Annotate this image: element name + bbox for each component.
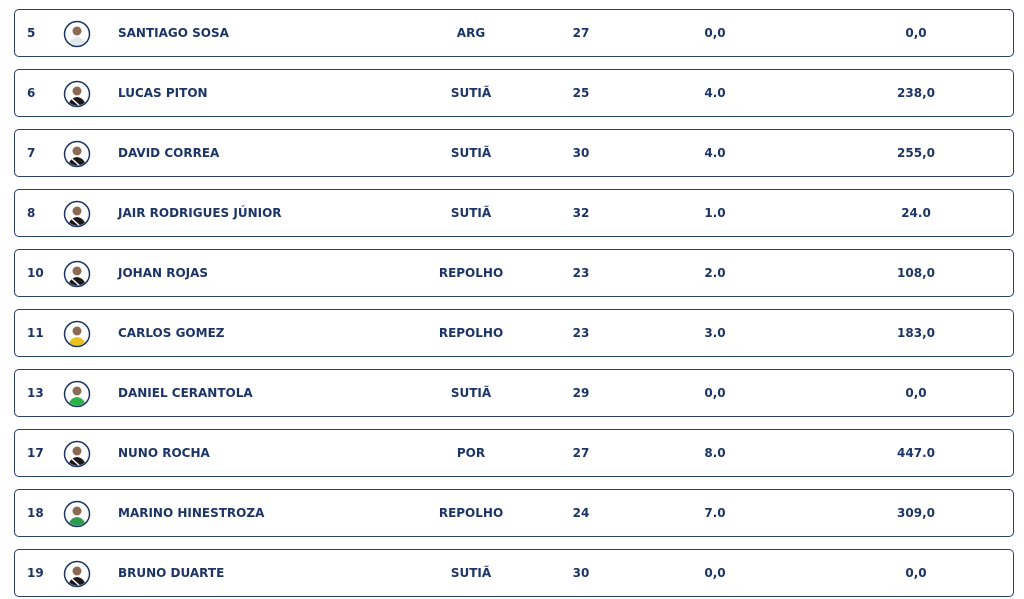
nationality: SUTIÃ bbox=[450, 146, 492, 160]
points: 0,0 bbox=[905, 386, 927, 400]
player-name: DAVID CORREA bbox=[118, 146, 220, 160]
points: 0,0 bbox=[905, 26, 927, 40]
age: 23 bbox=[572, 326, 590, 340]
shirt-number: 17 bbox=[27, 446, 44, 460]
player-avatar bbox=[63, 80, 91, 108]
stat: 0,0 bbox=[704, 386, 726, 400]
player-avatar bbox=[63, 20, 91, 48]
player-avatar bbox=[63, 500, 91, 528]
stat: 2.0 bbox=[704, 266, 726, 280]
player-name: JOHAN ROJAS bbox=[118, 266, 209, 280]
player-avatar bbox=[63, 560, 91, 588]
age: 30 bbox=[572, 146, 590, 160]
shirt-number: 13 bbox=[27, 386, 44, 400]
player-name: MARINO HINESTROZA bbox=[118, 506, 265, 520]
age: 29 bbox=[572, 386, 590, 400]
player-row[interactable]: 5 SANTIAGO SOSA ARG 27 0,0 0,0 bbox=[14, 9, 1014, 57]
player-row[interactable]: 18 MARINO HINESTROZA REPOLHO 24 7.0 309,0 bbox=[14, 489, 1014, 537]
player-row[interactable]: 6 LUCAS PITON SUTIÃ 25 4.0 238,0 bbox=[14, 69, 1014, 117]
player-row[interactable]: 17 NUNO ROCHA POR 27 8.0 447.0 bbox=[14, 429, 1014, 477]
points: 183,0 bbox=[897, 326, 935, 340]
shirt-number: 7 bbox=[27, 146, 36, 160]
stat: 1.0 bbox=[704, 206, 726, 220]
player-name: JAIR RODRIGUES JÚNIOR bbox=[118, 206, 282, 220]
points: 447.0 bbox=[897, 446, 935, 460]
player-row[interactable]: 19 BRUNO DUARTE SUTIÃ 30 0,0 0,0 bbox=[14, 549, 1014, 597]
player-avatar bbox=[63, 200, 91, 228]
nationality: REPOLHO bbox=[438, 266, 504, 280]
player-name: NUNO ROCHA bbox=[118, 446, 210, 460]
player-avatar bbox=[63, 260, 91, 288]
age: 23 bbox=[572, 266, 590, 280]
shirt-number: 6 bbox=[27, 86, 36, 100]
points: 0,0 bbox=[905, 566, 927, 580]
stat: 0,0 bbox=[704, 566, 726, 580]
nationality: SUTIÃ bbox=[450, 206, 492, 220]
shirt-number: 8 bbox=[27, 206, 36, 220]
player-avatar bbox=[63, 440, 91, 468]
player-row[interactable]: 7 DAVID CORREA SUTIÃ 30 4.0 255,0 bbox=[14, 129, 1014, 177]
stat: 0,0 bbox=[704, 26, 726, 40]
shirt-number: 10 bbox=[27, 266, 44, 280]
age: 30 bbox=[572, 566, 590, 580]
shirt-number: 18 bbox=[27, 506, 44, 520]
player-name: SANTIAGO SOSA bbox=[118, 26, 229, 40]
stat: 7.0 bbox=[704, 506, 726, 520]
points: 238,0 bbox=[897, 86, 935, 100]
age: 25 bbox=[572, 86, 590, 100]
player-name: BRUNO DUARTE bbox=[118, 566, 225, 580]
player-row[interactable]: 8 JAIR RODRIGUES JÚNIOR SUTIÃ 32 1.0 24.0 bbox=[14, 189, 1014, 237]
player-row[interactable]: 13 DANIEL CERANTOLA SUTIÃ 29 0,0 0,0 bbox=[14, 369, 1014, 417]
points: 255,0 bbox=[897, 146, 935, 160]
stat: 3.0 bbox=[704, 326, 726, 340]
age: 27 bbox=[572, 26, 590, 40]
nationality: SUTIÃ bbox=[450, 566, 492, 580]
player-name: DANIEL CERANTOLA bbox=[118, 386, 253, 400]
stat: 4.0 bbox=[704, 146, 726, 160]
age: 27 bbox=[572, 446, 590, 460]
player-name: LUCAS PITON bbox=[118, 86, 208, 100]
player-avatar bbox=[63, 320, 91, 348]
player-avatar bbox=[63, 140, 91, 168]
nationality: REPOLHO bbox=[438, 506, 504, 520]
player-name: CARLOS GOMEZ bbox=[118, 326, 225, 340]
nationality: SUTIÃ bbox=[450, 386, 492, 400]
age: 24 bbox=[572, 506, 590, 520]
nationality: SUTIÃ bbox=[450, 86, 492, 100]
shirt-number: 11 bbox=[27, 326, 44, 340]
shirt-number: 5 bbox=[27, 26, 36, 40]
stat: 4.0 bbox=[704, 86, 726, 100]
shirt-number: 19 bbox=[27, 566, 44, 580]
points: 108,0 bbox=[897, 266, 935, 280]
nationality: POR bbox=[456, 446, 486, 460]
player-row[interactable]: 11 CARLOS GOMEZ REPOLHO 23 3.0 183,0 bbox=[14, 309, 1014, 357]
player-row[interactable]: 10 JOHAN ROJAS REPOLHO 23 2.0 108,0 bbox=[14, 249, 1014, 297]
age: 32 bbox=[572, 206, 590, 220]
player-avatar bbox=[63, 380, 91, 408]
points: 309,0 bbox=[897, 506, 935, 520]
nationality: ARG bbox=[456, 26, 486, 40]
nationality: REPOLHO bbox=[438, 326, 504, 340]
points: 24.0 bbox=[901, 206, 931, 220]
stat: 8.0 bbox=[704, 446, 726, 460]
